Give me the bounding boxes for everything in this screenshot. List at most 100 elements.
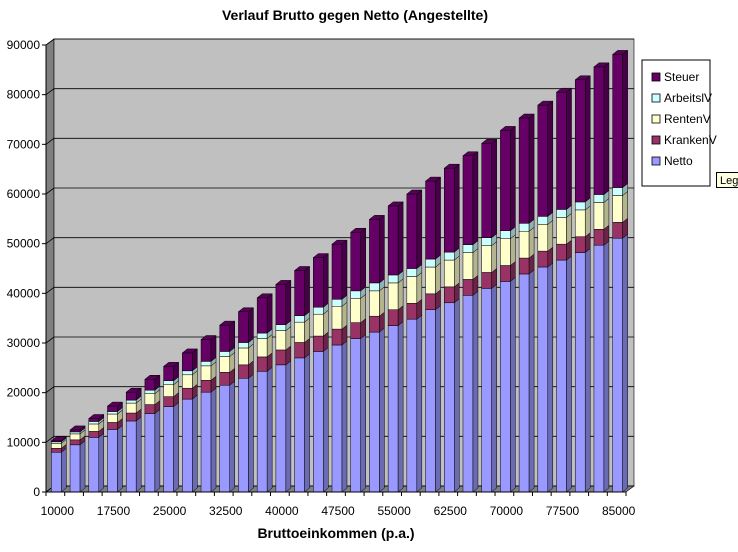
bar-segment-steuer: [200, 335, 217, 362]
bar-segment-netto: [331, 340, 348, 493]
x-axis-title: Bruttoeinkommen (p.a.): [257, 525, 414, 541]
bar-segment-netto: [219, 380, 235, 493]
legend-entry: RentenV: [651, 112, 711, 126]
bar-segment-netto: [481, 283, 497, 493]
y-tick-label: 60000: [7, 187, 41, 201]
bar-segment-netto: [51, 447, 67, 493]
bar-segment-netto: [612, 233, 628, 493]
bar-segment-netto: [275, 360, 292, 493]
bar-segment-rentenv: [144, 389, 161, 406]
legend: Steuer ArbeitslV RentenV KrankenV Netto: [641, 59, 717, 187]
bar-segment-netto: [313, 346, 329, 493]
gridline: [45, 88, 634, 95]
gridline: [45, 38, 634, 46]
bar-segment-netto: [294, 353, 310, 493]
bar-segment-steuer: [125, 387, 142, 401]
bar-segment-netto: [88, 432, 105, 493]
y-tick-label: 0: [33, 485, 40, 499]
chart-title: Verlauf Brutto gegen Netto (Angestellte): [222, 7, 488, 23]
bar-segment-steuer: [574, 75, 591, 203]
x-axis: 10000 17500 25000 32500 40000 47500 55000 62500…: [41, 491, 636, 518]
x-tick-label: 10000: [41, 504, 75, 518]
x-tick-label: 40000: [265, 504, 299, 518]
legend-entry: KrankenV: [651, 133, 717, 147]
bar-segment-steuer: [611, 49, 629, 189]
bar-segment-rentenv: [574, 205, 591, 238]
bar-segment-netto: [350, 334, 366, 493]
legend-swatch: [651, 135, 661, 145]
bar-segment-netto: [444, 298, 460, 493]
bar-segment-steuer: [387, 201, 404, 276]
bar-segment-steuer: [293, 265, 311, 317]
bar-segment-netto: [500, 276, 516, 493]
bar-segment-netto: [125, 416, 142, 493]
bar-segment-netto: [238, 373, 254, 493]
legend-swatch: [651, 156, 661, 166]
legend-entry: ArbeitslV: [651, 91, 712, 105]
side-wall: [45, 38, 55, 493]
bar-segment-netto: [462, 290, 479, 493]
bar-segment-steuer: [219, 320, 236, 352]
legend-tooltip: Leg: [716, 172, 738, 188]
bar-segment-krankenv: [331, 324, 348, 346]
bar-segment-krankenv: [350, 318, 366, 340]
bar-segment-steuer: [537, 100, 554, 217]
legend-swatch: [651, 93, 661, 103]
bar-segment-netto: [425, 305, 441, 493]
bar-segment-steuer: [331, 239, 348, 300]
legend-swatch: [651, 72, 661, 82]
y-tick-label: 80000: [7, 88, 41, 102]
bar-segment-netto: [387, 321, 404, 493]
bar-segment-netto: [593, 240, 610, 493]
bar-segment-netto: [182, 394, 198, 493]
y-tick-label: 20000: [7, 386, 41, 400]
bar-segment-steuer: [162, 361, 180, 382]
x-tick-label: 25000: [153, 504, 187, 518]
bar-segment-netto: [518, 269, 535, 493]
bar-segment-rentenv: [200, 361, 217, 381]
bar-segment-netto: [163, 402, 179, 493]
x-tick-label: 70000: [490, 504, 524, 518]
x-tick-label: 55000: [377, 504, 411, 518]
legend-entry: Steuer: [651, 70, 699, 84]
bar-segment-rentenv: [612, 190, 628, 223]
bar-segment-steuer: [144, 374, 161, 391]
bar-segment-krankenv: [313, 331, 329, 352]
bar-segment-steuer: [50, 436, 68, 443]
bar-segment-rentenv: [387, 278, 404, 311]
bar-segment-steuer: [106, 401, 124, 413]
bar-segment-rentenv: [518, 226, 535, 259]
legend-label: Steuer: [664, 70, 699, 84]
bar-segment-steuer: [237, 307, 255, 344]
bar-segment-rentenv: [481, 241, 497, 273]
bar-segment-netto: [144, 409, 161, 493]
y-tick-label: 50000: [7, 237, 41, 251]
bar-segment-krankenv: [275, 345, 292, 366]
bar-segment-steuer: [443, 163, 460, 253]
bar-segment-rentenv: [462, 248, 479, 280]
x-tick-label: 32500: [209, 504, 243, 518]
bar-segment-rentenv: [444, 255, 460, 288]
y-tick-label: 30000: [7, 336, 41, 350]
y-tick-label: 40000: [7, 286, 41, 300]
y-tick-label: 70000: [7, 137, 41, 151]
bar-segment-krankenv: [219, 367, 235, 386]
bar-segment-krankenv: [425, 289, 441, 311]
x-tick-label: 62500: [434, 504, 468, 518]
bar-segment-steuer: [275, 279, 292, 326]
bar-segment-steuer: [406, 189, 423, 270]
bar-segment-steuer: [424, 176, 442, 260]
bar-segment-steuer: [88, 413, 105, 422]
bar-segment-krankenv: [556, 239, 572, 261]
bar-segment-rentenv: [350, 293, 366, 324]
x-tick-label: 47500: [321, 504, 355, 518]
x-tick-label: 85000: [602, 504, 636, 518]
bar-segment-rentenv: [556, 212, 572, 245]
bar-segment-steuer: [555, 87, 573, 210]
bar-segment-rentenv: [313, 309, 329, 337]
legend-label: KrankenV: [664, 133, 717, 147]
legend-entry: Netto: [651, 154, 693, 168]
bar-segment-steuer: [256, 293, 273, 334]
bar-segment-netto: [200, 387, 217, 493]
